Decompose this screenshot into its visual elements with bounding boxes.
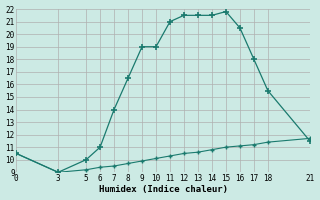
X-axis label: Humidex (Indice chaleur): Humidex (Indice chaleur) — [99, 185, 228, 194]
